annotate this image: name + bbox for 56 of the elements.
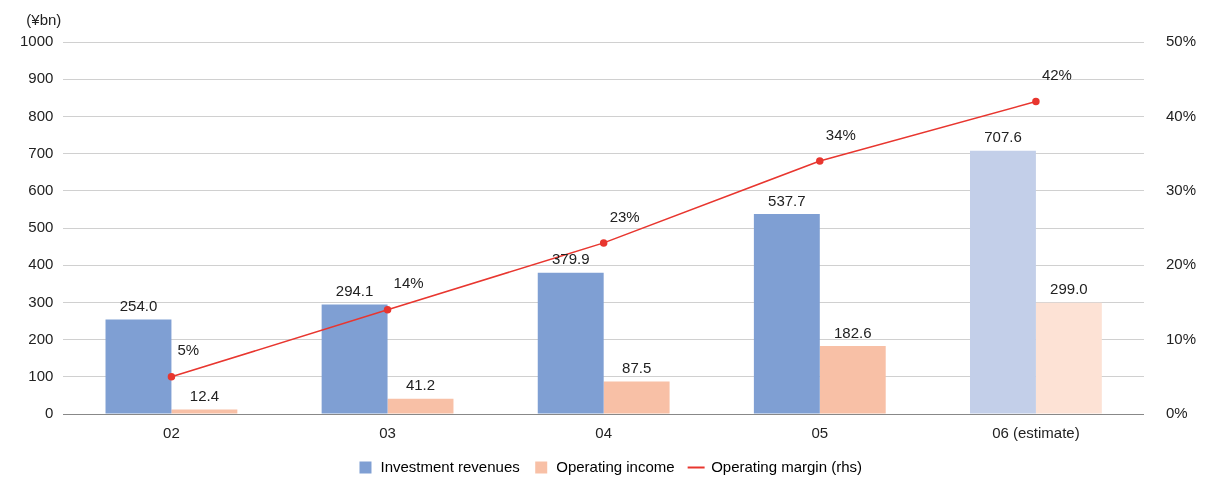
data-label: 294.1 bbox=[335, 282, 374, 300]
y-tick-label: 800 bbox=[28, 106, 54, 124]
point bbox=[1032, 97, 1040, 106]
data-label: 5% bbox=[177, 341, 200, 359]
y-axis-title: (¥bn) bbox=[26, 10, 62, 28]
data-label: 14% bbox=[393, 274, 424, 292]
x-tick-label: 02 bbox=[163, 424, 180, 442]
bar bbox=[819, 346, 886, 414]
y2-tick-label: 0% bbox=[1165, 404, 1188, 422]
x-tick-label: 04 bbox=[595, 424, 613, 442]
y2-tick-label: 50% bbox=[1165, 32, 1197, 50]
bar bbox=[970, 150, 1036, 414]
x-tick-label: 06 (estimate) bbox=[992, 424, 1080, 442]
data-label: 23% bbox=[609, 207, 640, 225]
bar bbox=[321, 304, 388, 414]
y-tick-label: 700 bbox=[28, 143, 54, 161]
data-label: 254.0 bbox=[119, 297, 158, 315]
data-label: 34% bbox=[825, 125, 856, 143]
bar bbox=[537, 272, 604, 414]
y-tick-label: 0 bbox=[45, 404, 54, 422]
y-tick-label: 900 bbox=[28, 69, 54, 87]
data-label: 41.2 bbox=[405, 376, 436, 394]
y2-tick-label: 10% bbox=[1165, 329, 1197, 347]
y2-tick-label: 40% bbox=[1165, 106, 1197, 124]
bar bbox=[387, 398, 454, 414]
data-label: 379.9 bbox=[551, 250, 590, 268]
data-label: 42% bbox=[1041, 66, 1072, 84]
bar bbox=[105, 319, 172, 414]
data-label: 182.6 bbox=[833, 323, 872, 341]
bar bbox=[603, 381, 670, 414]
x-tick-label: 03 bbox=[379, 424, 396, 442]
data-label: 87.5 bbox=[622, 359, 652, 377]
y-tick-label: 1000 bbox=[19, 32, 54, 50]
y-tick-label: 400 bbox=[28, 255, 54, 273]
data-label: 707.6 bbox=[984, 128, 1022, 146]
bar bbox=[753, 213, 820, 414]
y-tick-label: 500 bbox=[28, 218, 54, 236]
y2-tick-label: 30% bbox=[1165, 180, 1197, 198]
bar bbox=[1035, 302, 1102, 414]
y-tick-label: 100 bbox=[28, 366, 54, 384]
legend-label: Investment revenues bbox=[380, 457, 520, 475]
legend-label: Operating margin (rhs) bbox=[711, 457, 863, 475]
data-label: 537.7 bbox=[768, 191, 806, 209]
y-tick-label: 600 bbox=[28, 180, 54, 198]
point bbox=[816, 157, 824, 165]
data-label: 299.0 bbox=[1050, 280, 1088, 298]
point bbox=[383, 306, 392, 314]
x-tick-label: 05 bbox=[811, 424, 829, 442]
point bbox=[167, 373, 176, 381]
point bbox=[599, 239, 608, 247]
y-tick-label: 300 bbox=[28, 292, 54, 310]
data-label: 12.4 bbox=[189, 387, 219, 405]
y-tick-label: 200 bbox=[28, 329, 54, 347]
y2-tick-label: 20% bbox=[1165, 255, 1197, 273]
legend-label: Operating income bbox=[556, 457, 675, 475]
bar bbox=[171, 409, 238, 414]
